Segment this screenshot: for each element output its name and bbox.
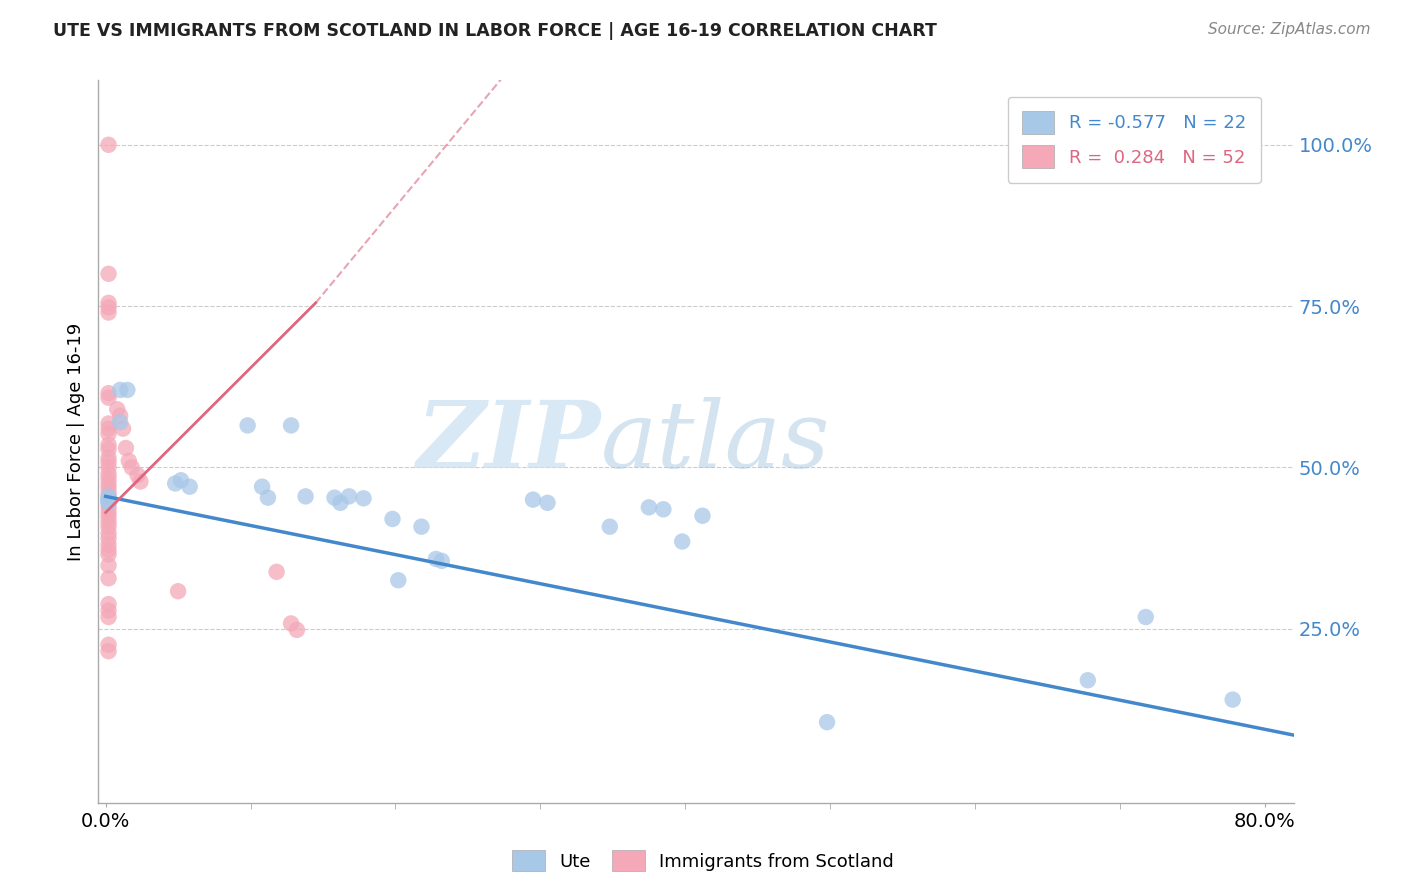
Point xyxy=(97,450,120,465)
Point xyxy=(97,492,120,507)
Point xyxy=(170,473,193,487)
Point xyxy=(97,597,120,611)
Point xyxy=(671,534,693,549)
Point xyxy=(430,554,453,568)
Point xyxy=(97,531,120,545)
Point xyxy=(97,391,120,405)
Point xyxy=(236,418,259,433)
Point xyxy=(97,386,120,401)
Point xyxy=(97,494,120,508)
Point xyxy=(1135,610,1157,624)
Legend: Ute, Immigrants from Scotland: Ute, Immigrants from Scotland xyxy=(505,843,901,879)
Point xyxy=(97,301,120,315)
Point xyxy=(105,402,128,417)
Point xyxy=(97,548,120,562)
Point xyxy=(97,542,120,557)
Point xyxy=(425,552,447,566)
Point xyxy=(387,573,409,587)
Point xyxy=(97,558,120,573)
Point xyxy=(97,417,120,431)
Point xyxy=(280,616,302,631)
Point xyxy=(1222,692,1244,706)
Point xyxy=(329,496,352,510)
Point xyxy=(97,471,120,485)
Point xyxy=(381,512,404,526)
Point xyxy=(129,475,152,489)
Point xyxy=(179,480,201,494)
Point xyxy=(97,486,120,500)
Point xyxy=(97,515,120,529)
Point xyxy=(250,480,273,494)
Point xyxy=(294,489,316,503)
Point xyxy=(692,508,714,523)
Point xyxy=(97,455,120,469)
Point xyxy=(97,644,120,658)
Point xyxy=(108,415,131,429)
Point xyxy=(108,383,131,397)
Text: atlas: atlas xyxy=(600,397,830,486)
Point xyxy=(165,476,187,491)
Point xyxy=(536,496,558,510)
Point xyxy=(323,491,346,505)
Point xyxy=(97,610,120,624)
Point xyxy=(353,491,375,506)
Point xyxy=(97,500,120,515)
Point xyxy=(112,422,135,436)
Point xyxy=(121,460,143,475)
Point xyxy=(599,519,621,533)
Point xyxy=(97,496,120,510)
Point xyxy=(337,489,360,503)
Point xyxy=(115,441,138,455)
Point xyxy=(97,422,120,436)
Text: Source: ZipAtlas.com: Source: ZipAtlas.com xyxy=(1208,22,1371,37)
Point xyxy=(97,442,120,457)
Point xyxy=(97,267,120,281)
Point xyxy=(97,526,120,541)
Point xyxy=(1077,673,1099,688)
Text: UTE VS IMMIGRANTS FROM SCOTLAND IN LABOR FORCE | AGE 16-19 CORRELATION CHART: UTE VS IMMIGRANTS FROM SCOTLAND IN LABOR… xyxy=(53,22,938,40)
Point xyxy=(97,467,120,481)
Point xyxy=(97,603,120,617)
Text: ZIP: ZIP xyxy=(416,397,600,486)
Point xyxy=(97,305,120,319)
Point xyxy=(97,489,120,503)
Point xyxy=(280,418,302,433)
Point xyxy=(97,491,120,505)
Point xyxy=(97,137,120,152)
Point xyxy=(522,492,544,507)
Point xyxy=(97,506,120,520)
Point xyxy=(815,715,838,730)
Point xyxy=(118,454,141,468)
Point xyxy=(285,623,308,637)
Y-axis label: In Labor Force | Age 16-19: In Labor Force | Age 16-19 xyxy=(66,322,84,561)
Point xyxy=(108,409,131,423)
Point xyxy=(411,519,433,533)
Point xyxy=(127,468,149,483)
Point xyxy=(97,510,120,524)
Point xyxy=(97,476,120,491)
Point xyxy=(167,584,190,599)
Point xyxy=(97,638,120,652)
Point xyxy=(97,296,120,310)
Point xyxy=(97,496,120,510)
Point xyxy=(266,565,288,579)
Point xyxy=(97,538,120,552)
Point xyxy=(97,426,120,441)
Point xyxy=(652,502,675,516)
Point xyxy=(117,383,139,397)
Legend: R = -0.577   N = 22, R =  0.284   N = 52: R = -0.577 N = 22, R = 0.284 N = 52 xyxy=(1008,96,1261,183)
Point xyxy=(257,491,280,505)
Point xyxy=(97,519,120,533)
Point xyxy=(97,460,120,475)
Point xyxy=(97,571,120,585)
Point xyxy=(97,438,120,452)
Point xyxy=(638,500,661,515)
Point xyxy=(97,481,120,495)
